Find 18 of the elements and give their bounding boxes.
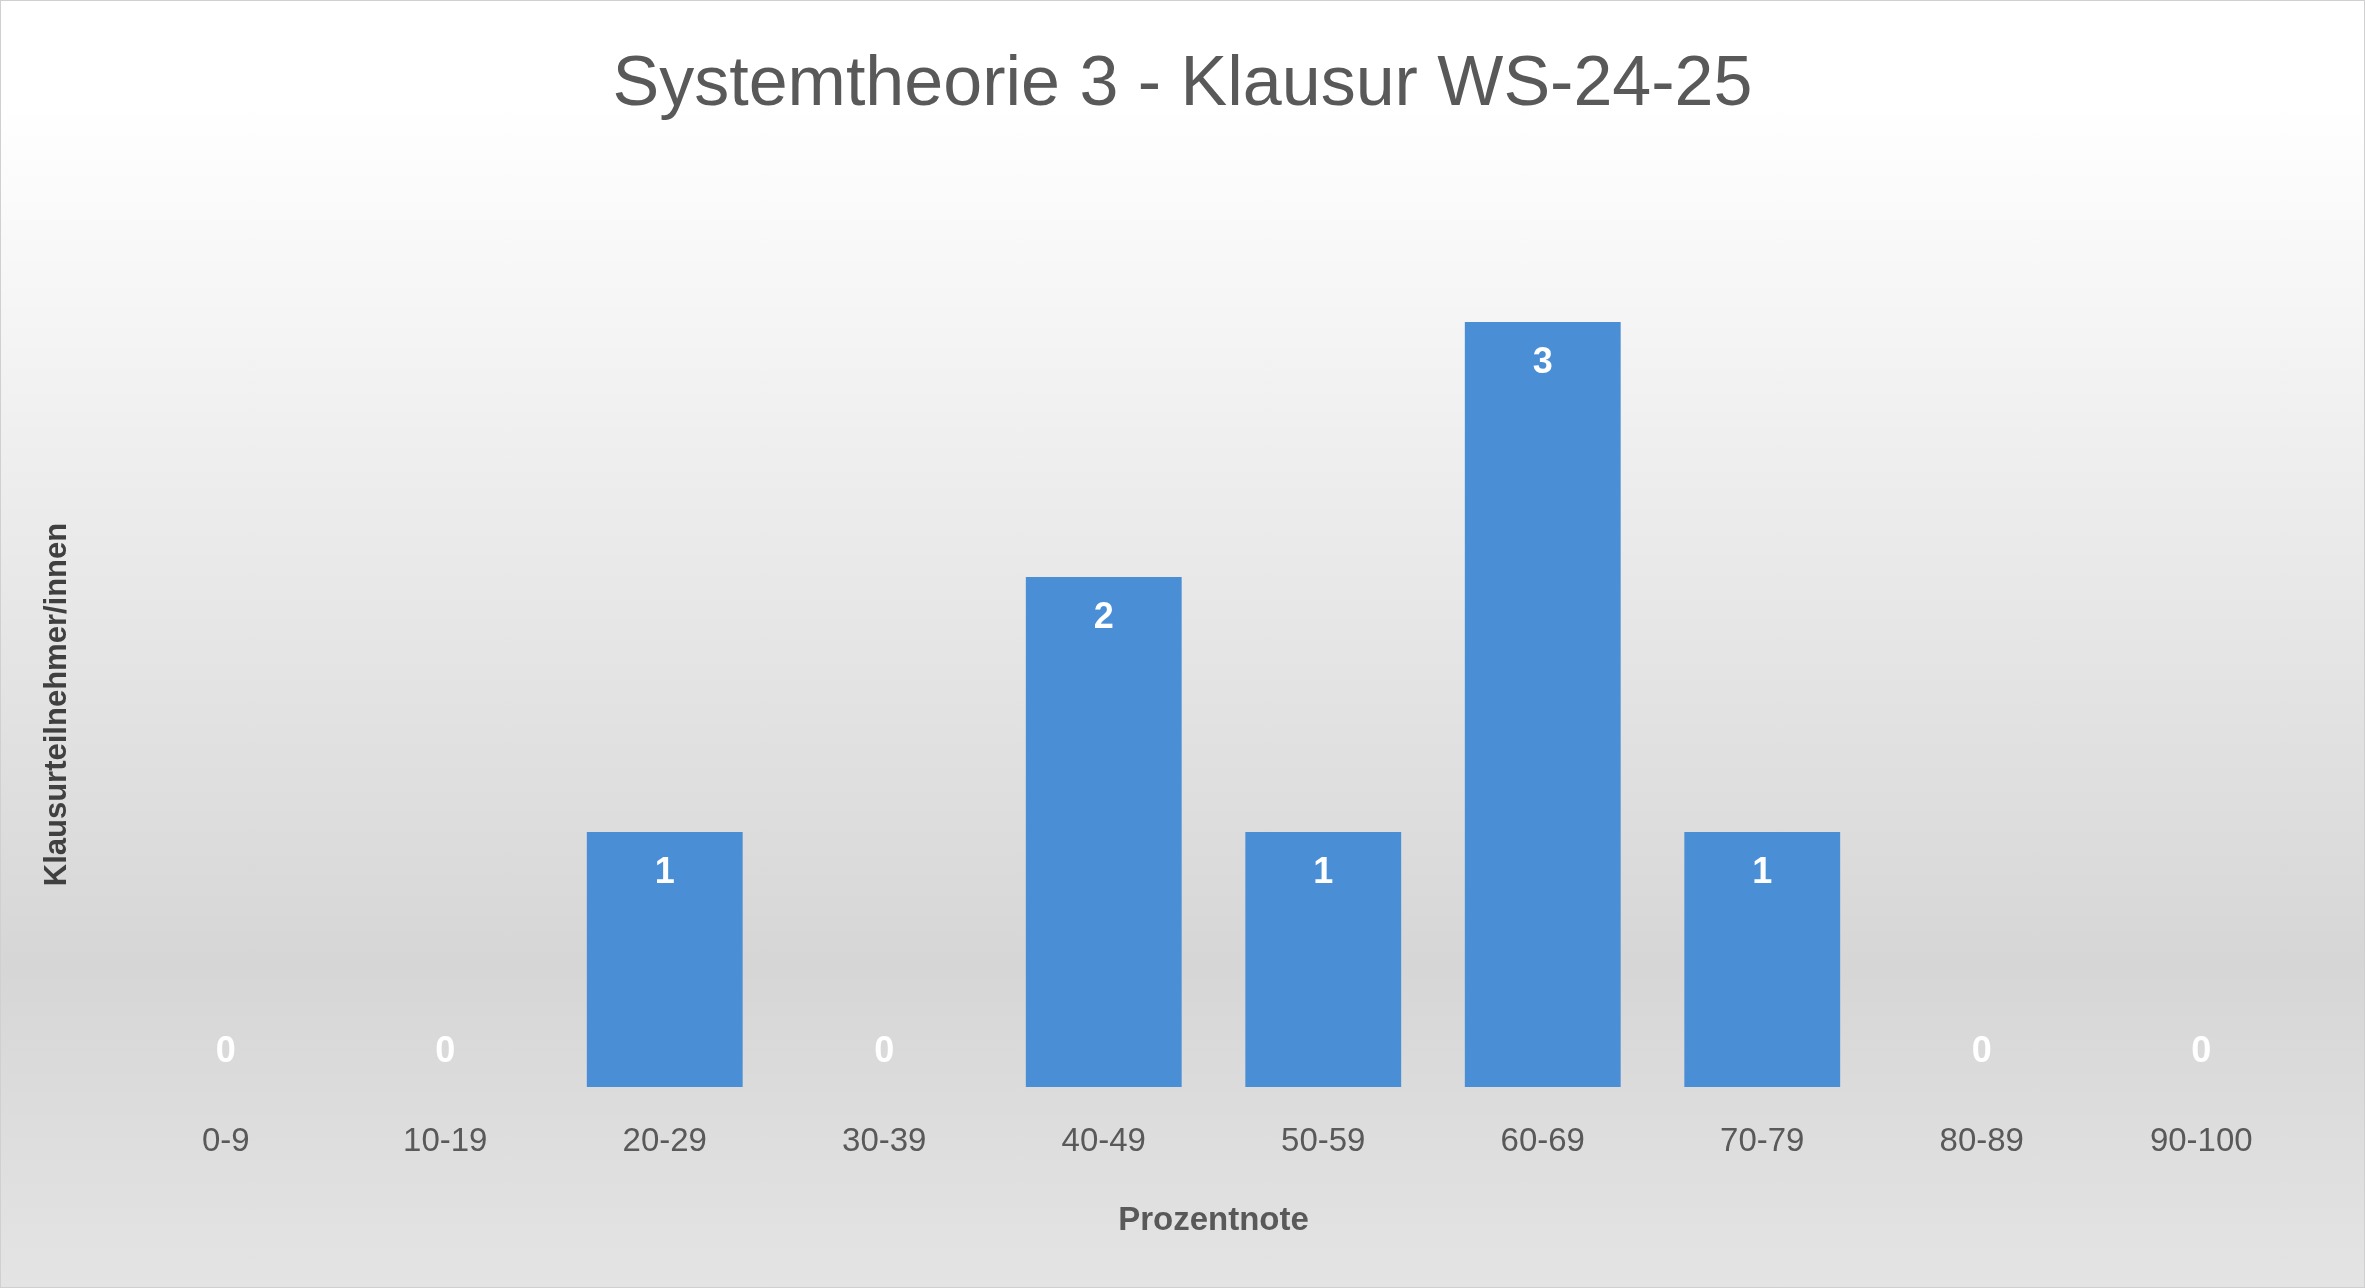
x-tick-label: 40-49	[1061, 1121, 1146, 1158]
x-tick-label: 90-100	[2149, 1121, 2253, 1158]
x-tick-label: 50-59	[1281, 1121, 1366, 1158]
y-axis-title: Klausurteilnehmer/innen	[38, 522, 73, 887]
data-label: 2	[1093, 594, 1114, 636]
x-tick-label: 60-69	[1500, 1121, 1585, 1158]
x-tick-label: 10-19	[403, 1121, 488, 1158]
x-tick-label: 80-89	[1939, 1121, 2024, 1158]
data-label: 1	[1313, 849, 1334, 891]
data-label: 1	[654, 849, 675, 891]
chart-title: Systemtheorie 3 - Klausur WS-24-25	[612, 42, 1753, 120]
x-tick-label: 20-29	[622, 1121, 707, 1158]
x-tick-label: 30-39	[842, 1121, 927, 1158]
data-label: 3	[1532, 339, 1553, 381]
x-axis-title: Prozentnote	[1118, 1200, 1309, 1237]
data-label: 1	[1752, 849, 1773, 891]
x-tick-label: 70-79	[1720, 1121, 1805, 1158]
x-tick-label: 0-9	[201, 1121, 250, 1158]
